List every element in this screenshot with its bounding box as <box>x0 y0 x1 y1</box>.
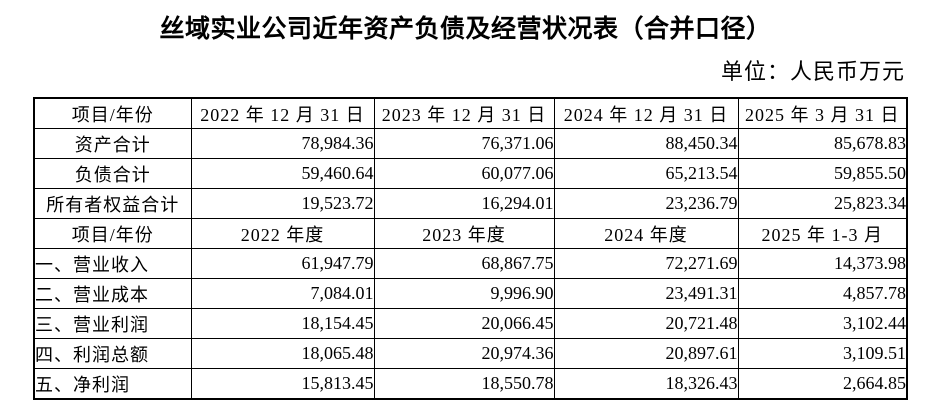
value-cell: 18,154.45 <box>190 308 375 339</box>
balance-sheet-header-row: 项目/年份 2022 年 12 月 31 日 2023 年 12 月 31 日 … <box>33 97 908 129</box>
value-cell: 85,678.83 <box>737 128 908 159</box>
value-cell: 65,213.54 <box>553 158 739 189</box>
value-cell: 4,857.78 <box>737 278 908 309</box>
header-cell-date-2025: 2025 年 3 月 31 日 <box>737 97 908 129</box>
value-cell: 18,326.43 <box>553 368 739 400</box>
value-cell: 15,813.45 <box>190 368 375 400</box>
value-cell: 20,897.61 <box>553 338 739 369</box>
row-label: 负债合计 <box>33 158 192 189</box>
header-cell-fy2024: 2024 年度 <box>553 218 739 249</box>
value-cell: 25,823.34 <box>737 188 908 219</box>
financial-table: 项目/年份 2022 年 12 月 31 日 2023 年 12 月 31 日 … <box>33 97 908 400</box>
header-cell-item-year: 项目/年份 <box>33 218 192 249</box>
row-label: 一、营业收入 <box>33 248 192 279</box>
header-cell-fy2023: 2023 年度 <box>373 218 555 249</box>
row-label: 资产合计 <box>33 128 192 159</box>
row-label: 五、净利润 <box>33 368 192 400</box>
table-row-total-liabilities: 负债合计 59,460.64 60,077.06 65,213.54 59,85… <box>33 158 908 189</box>
table-row-operating-cost: 二、营业成本 7,084.01 9,996.90 23,491.31 4,857… <box>33 278 908 309</box>
value-cell: 18,550.78 <box>373 368 555 400</box>
table-row-operating-profit: 三、营业利润 18,154.45 20,066.45 20,721.48 3,1… <box>33 308 908 339</box>
value-cell: 78,984.36 <box>190 128 375 159</box>
row-label: 二、营业成本 <box>33 278 192 309</box>
value-cell: 2,664.85 <box>737 368 908 400</box>
header-cell-fy2025q1: 2025 年 1-3 月 <box>737 218 908 249</box>
value-cell: 60,077.06 <box>373 158 555 189</box>
value-cell: 7,084.01 <box>190 278 375 309</box>
value-cell: 3,109.51 <box>737 338 908 369</box>
header-cell-item-year: 项目/年份 <box>33 97 192 129</box>
value-cell: 59,855.50 <box>737 158 908 189</box>
value-cell: 76,371.06 <box>373 128 555 159</box>
unit-label: 单位：人民币万元 <box>720 59 905 84</box>
table-row-total-profit: 四、利润总额 18,065.48 20,974.36 20,897.61 3,1… <box>33 338 908 369</box>
row-label: 三、营业利润 <box>33 308 192 339</box>
header-cell-date-2022: 2022 年 12 月 31 日 <box>190 97 375 129</box>
value-cell: 3,102.44 <box>737 308 908 339</box>
header-cell-date-2024: 2024 年 12 月 31 日 <box>553 97 739 129</box>
value-cell: 18,065.48 <box>190 338 375 369</box>
table-row-operating-revenue: 一、营业收入 61,947.79 68,867.75 72,271.69 14,… <box>33 248 908 279</box>
income-statement-header-row: 项目/年份 2022 年度 2023 年度 2024 年度 2025 年 1-3… <box>33 218 908 249</box>
value-cell: 20,721.48 <box>553 308 739 339</box>
table-row-total-assets: 资产合计 78,984.36 76,371.06 88,450.34 85,67… <box>33 128 908 159</box>
value-cell: 61,947.79 <box>190 248 375 279</box>
value-cell: 23,491.31 <box>553 278 739 309</box>
value-cell: 88,450.34 <box>553 128 739 159</box>
value-cell: 20,066.45 <box>373 308 555 339</box>
value-cell: 72,271.69 <box>553 248 739 279</box>
value-cell: 20,974.36 <box>373 338 555 369</box>
table-row-net-profit: 五、净利润 15,813.45 18,550.78 18,326.43 2,66… <box>33 368 908 400</box>
report-title: 丝域实业公司近年资产负债及经营状况表（合并口径） <box>159 16 772 43</box>
value-cell: 9,996.90 <box>373 278 555 309</box>
value-cell: 19,523.72 <box>190 188 375 219</box>
table-row-total-equity: 所有者权益合计 19,523.72 16,294.01 23,236.79 25… <box>33 188 908 219</box>
row-label: 所有者权益合计 <box>33 188 192 219</box>
row-label: 四、利润总额 <box>33 338 192 369</box>
value-cell: 14,373.98 <box>737 248 908 279</box>
value-cell: 68,867.75 <box>373 248 555 279</box>
value-cell: 59,460.64 <box>190 158 375 189</box>
header-cell-fy2022: 2022 年度 <box>190 218 375 249</box>
value-cell: 23,236.79 <box>553 188 739 219</box>
value-cell: 16,294.01 <box>373 188 555 219</box>
header-cell-date-2023: 2023 年 12 月 31 日 <box>373 97 555 129</box>
